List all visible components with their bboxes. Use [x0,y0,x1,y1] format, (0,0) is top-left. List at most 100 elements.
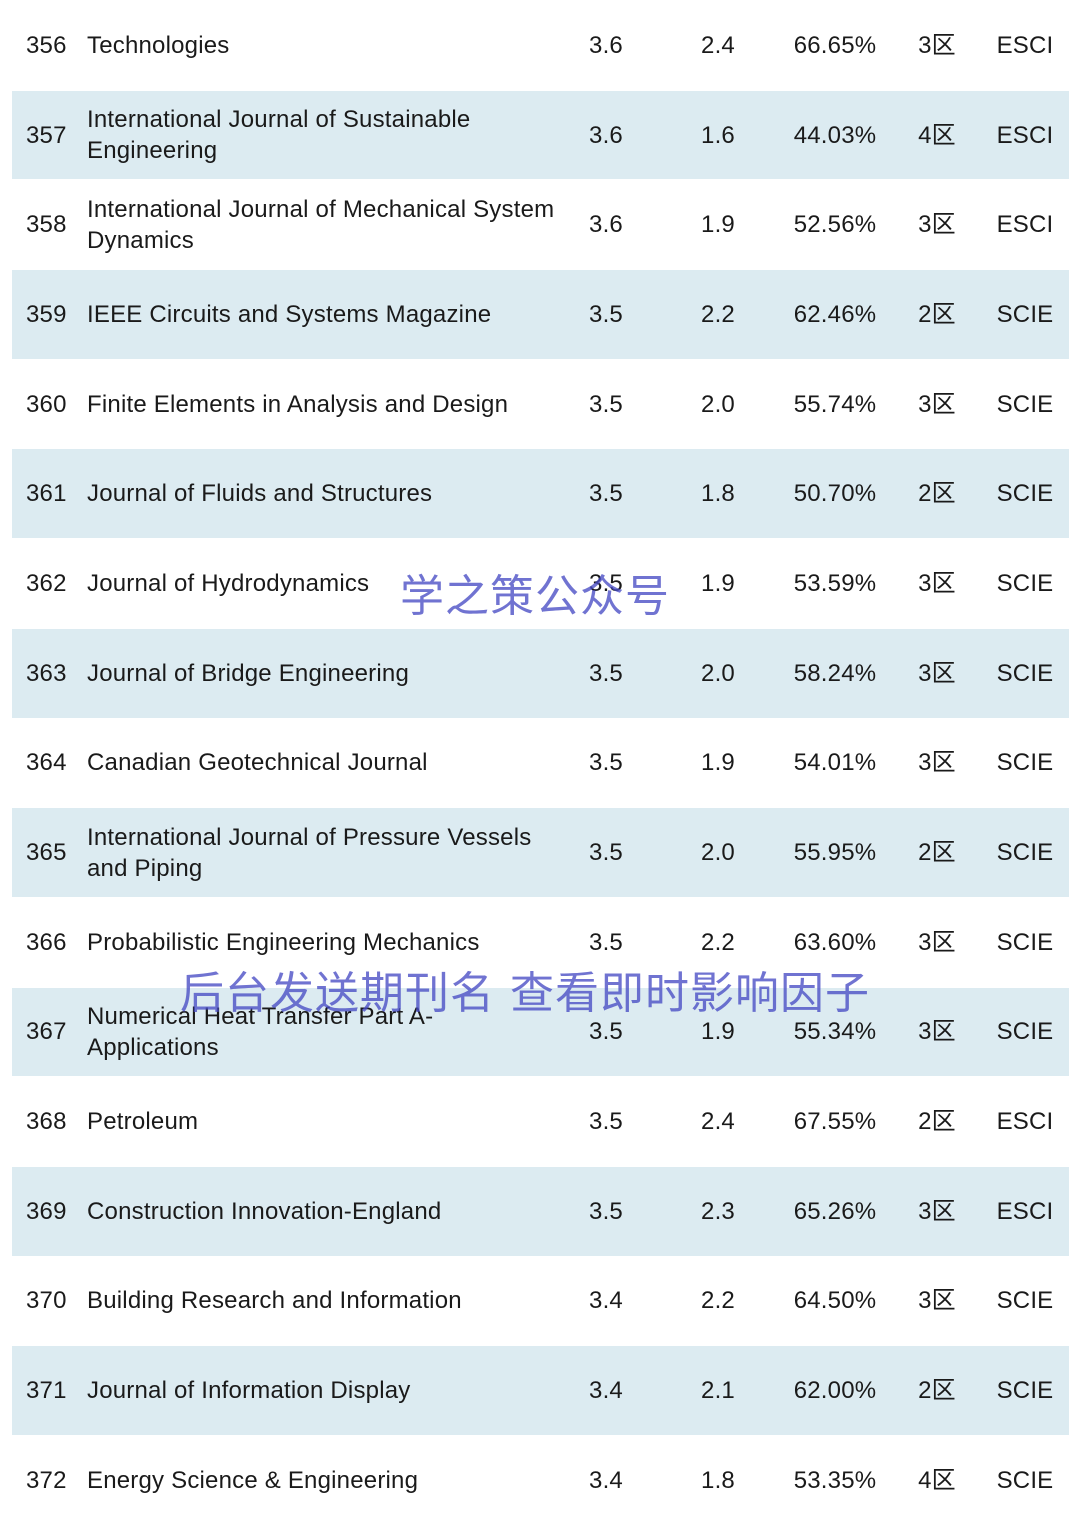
percentile-cell: 67.55% [793,1108,877,1136]
journal-name-cell: Journal of Information Display [87,1377,411,1405]
journal-name-cell: Journal of Bridge Engineering [87,659,410,687]
impact-factor-cell: 3.6 [589,121,623,149]
index-cell: SCIE [996,839,1054,867]
table-row: 357 International Journal of Sustainable… [12,90,1069,181]
impact-factor-cell: 3.4 [589,1287,623,1315]
impact-factor-cell: 3.5 [589,569,623,597]
rank-cell: 361 [26,480,67,508]
journal-name-cell: Construction Innovation-England [87,1197,442,1225]
table-row: 368 Petroleum 3.5 2.4 67.55% 2区 ESCI [12,1077,1069,1167]
zone-cell: 3区 [918,1287,956,1315]
table-row: 359 IEEE Circuits and Systems Magazine 3… [12,270,1069,360]
rank-cell: 372 [26,1466,67,1494]
index-cell: SCIE [996,480,1054,508]
secondary-factor-cell: 2.0 [701,659,735,687]
rank-cell: 358 [26,211,67,239]
table-row: 361 Journal of Fluids and Structures 3.5… [12,449,1069,540]
zone-cell: 3区 [918,749,956,777]
index-cell: SCIE [996,928,1054,956]
zone-cell: 2区 [918,839,956,867]
index-cell: ESCI [996,31,1054,59]
secondary-factor-cell: 2.2 [701,1287,735,1315]
impact-factor-cell: 3.5 [589,1197,623,1225]
percentile-cell: 53.59% [793,569,877,597]
percentile-cell: 50.70% [793,480,877,508]
index-cell: SCIE [996,749,1054,777]
index-cell: SCIE [996,1377,1054,1405]
zone-cell: 2区 [918,1108,956,1136]
table-row: 369 Construction Innovation-England 3.5 … [12,1166,1069,1257]
percentile-cell: 62.46% [793,300,877,328]
index-cell: SCIE [996,1018,1054,1046]
zone-cell: 3区 [918,1018,956,1046]
zone-cell: 3区 [918,928,956,956]
rank-cell: 366 [26,928,67,956]
rank-cell: 359 [26,300,67,328]
table-row: 360 Finite Elements in Analysis and Desi… [12,360,1069,450]
percentile-cell: 55.95% [793,839,877,867]
percentile-cell: 63.60% [793,928,877,956]
percentile-cell: 58.24% [793,659,877,687]
zone-cell: 4区 [918,1466,956,1494]
index-cell: ESCI [996,121,1054,149]
zone-cell: 4区 [918,121,956,149]
index-cell: SCIE [996,1466,1054,1494]
secondary-factor-cell: 2.3 [701,1197,735,1225]
journal-name-cell: Petroleum [87,1108,199,1136]
impact-factor-cell: 3.4 [589,1466,623,1494]
table-row: 370 Building Research and Information 3.… [12,1257,1069,1347]
impact-factor-cell: 3.6 [589,31,623,59]
journal-name-cell: Finite Elements in Analysis and Design [87,390,509,418]
journal-name-cell: International Journal of Pressure Vessel… [87,823,532,882]
secondary-factor-cell: 1.9 [701,211,735,239]
secondary-factor-cell: 1.8 [701,1466,735,1494]
impact-factor-cell: 3.6 [589,211,623,239]
impact-factor-cell: 3.5 [589,480,623,508]
table-row: 364 Canadian Geotechnical Journal 3.5 1.… [12,719,1069,809]
impact-factor-cell: 3.5 [589,749,623,777]
impact-factor-cell: 3.5 [589,928,623,956]
percentile-cell: 53.35% [793,1466,877,1494]
secondary-factor-cell: 1.9 [701,569,735,597]
index-cell: SCIE [996,659,1054,687]
journal-name-cell: IEEE Circuits and Systems Magazine [87,300,492,328]
table-row: 367 Numerical Heat Transfer Part A-Appli… [12,987,1069,1078]
rank-cell: 363 [26,659,67,687]
zone-cell: 3区 [918,659,956,687]
rank-cell: 367 [26,1018,67,1046]
table-row: 356 Technologies 3.6 2.4 66.65% 3区 ESCI [12,1,1069,91]
percentile-cell: 64.50% [793,1287,877,1315]
journal-name-cell: Journal of Fluids and Structures [87,480,433,508]
journal-name-cell: Journal of Hydrodynamics [87,569,370,597]
index-cell: SCIE [996,1287,1054,1315]
table-row: 365 International Journal of Pressure Ve… [12,808,1069,898]
zone-cell: 3区 [918,211,956,239]
journal-name-cell: Technologies [87,31,230,59]
rank-cell: 365 [26,839,67,867]
rank-cell: 370 [26,1287,67,1315]
zone-cell: 2区 [918,1377,956,1405]
impact-factor-cell: 3.5 [589,1018,623,1046]
index-cell: SCIE [996,300,1054,328]
secondary-factor-cell: 2.4 [701,1108,735,1136]
rank-cell: 362 [26,569,67,597]
secondary-factor-cell: 1.9 [701,1018,735,1046]
secondary-factor-cell: 1.6 [701,121,735,149]
impact-factor-cell: 3.5 [589,300,623,328]
impact-factor-cell: 3.5 [589,1108,623,1136]
secondary-factor-cell: 2.4 [701,31,735,59]
index-cell: ESCI [996,211,1054,239]
rank-cell: 368 [26,1108,67,1136]
zone-cell: 2区 [918,480,956,508]
journal-name-cell: Canadian Geotechnical Journal [87,749,428,777]
index-cell: SCIE [996,569,1054,597]
table-row: 366 Probabilistic Engineering Mechanics … [12,898,1069,988]
percentile-cell: 55.34% [793,1018,877,1046]
zone-cell: 3区 [918,31,956,59]
journal-name-cell: International Journal of Sustainable Eng… [87,106,471,165]
zone-cell: 3区 [918,1197,956,1225]
secondary-factor-cell: 1.9 [701,749,735,777]
impact-factor-cell: 3.5 [589,390,623,418]
secondary-factor-cell: 2.1 [701,1377,735,1405]
rank-cell: 369 [26,1197,67,1225]
